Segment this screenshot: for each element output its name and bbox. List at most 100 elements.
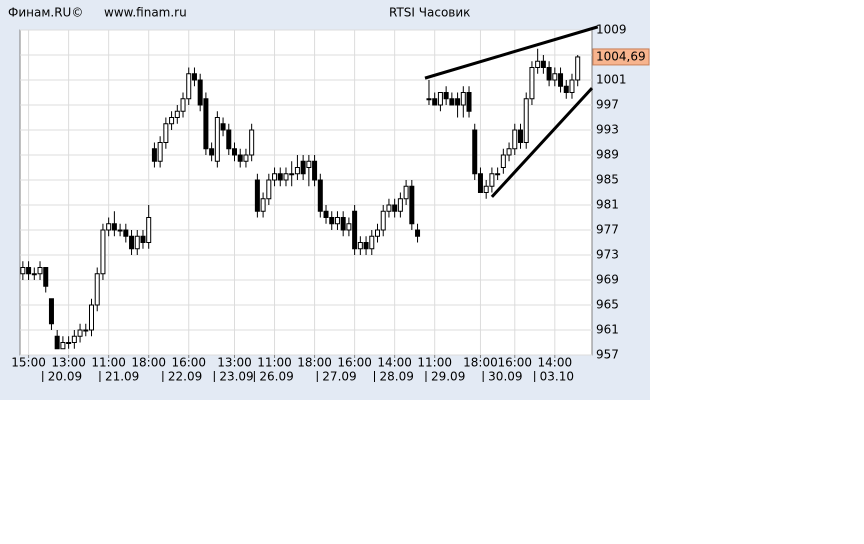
- date-label: 26.09: [259, 370, 293, 384]
- candle-body: [77, 329, 83, 337]
- candle-body: [277, 173, 283, 181]
- x-tick-label: 16:00: [171, 356, 206, 370]
- candle-body: [151, 148, 157, 162]
- y-tick-label: 977: [596, 223, 619, 237]
- candle-body: [432, 98, 438, 106]
- candle-body: [409, 185, 415, 225]
- candle-body: [369, 235, 375, 250]
- candle-body: [386, 204, 392, 212]
- y-tick-label: 965: [596, 298, 619, 312]
- x-tick-label: 11:00: [91, 356, 126, 370]
- date-label: 22.09: [168, 370, 202, 384]
- candle-body: [558, 73, 564, 87]
- candle-body: [323, 210, 329, 218]
- candle-body: [249, 129, 255, 156]
- candle-body: [552, 73, 558, 81]
- candle-body: [563, 85, 569, 93]
- candle-body: [403, 185, 409, 200]
- y-tick-label: 997: [596, 98, 619, 112]
- candle-body: [117, 229, 123, 232]
- candle-body: [231, 148, 238, 156]
- candle-body: [20, 267, 26, 275]
- candle-body: [512, 129, 518, 150]
- x-tick-label: 18:00: [297, 356, 332, 370]
- y-tick-label: 957: [596, 348, 619, 362]
- y-tick-label: 1009: [596, 23, 627, 37]
- candle-body: [397, 198, 403, 212]
- candle-body: [123, 229, 129, 237]
- candle-body: [477, 173, 483, 193]
- date-label: 23.09: [219, 370, 253, 384]
- trend-line: [424, 25, 599, 80]
- candle-body: [455, 98, 461, 106]
- candle-body: [169, 117, 175, 125]
- candle-body: [243, 154, 249, 162]
- candle-body: [266, 179, 272, 200]
- plot-area: [19, 29, 593, 356]
- candle-body: [312, 160, 318, 181]
- candle-body: [83, 329, 89, 332]
- candle-body: [226, 129, 232, 150]
- candle-body: [575, 56, 581, 81]
- candle-body: [317, 179, 323, 212]
- candle-body: [529, 67, 535, 100]
- candle-body: [157, 142, 163, 162]
- date-label: 28.09: [380, 370, 414, 384]
- date-label: 30.09: [488, 370, 522, 384]
- date-label: 27.09: [322, 370, 356, 384]
- site: www.finam.ru: [104, 6, 187, 20]
- candle-body: [283, 173, 289, 181]
- candle-body: [203, 98, 209, 150]
- candle-body: [88, 304, 95, 331]
- candle-body: [334, 217, 340, 225]
- x-tick-label: 14:00: [538, 356, 573, 370]
- candle-body: [546, 67, 552, 81]
- candle-body: [66, 342, 72, 344]
- candle-body: [100, 229, 106, 275]
- candle-body: [506, 148, 512, 156]
- candle-body: [495, 173, 501, 176]
- candle-body: [489, 173, 495, 187]
- candle-body: [191, 73, 197, 81]
- candle-body: [426, 98, 432, 101]
- candle-body: [569, 79, 575, 93]
- y-tick-label: 973: [596, 248, 619, 262]
- candle-body: [180, 98, 186, 112]
- candle-body: [483, 185, 489, 193]
- chart-title: RTSI Часовик: [389, 6, 470, 20]
- date-label: 21.09: [105, 370, 139, 384]
- candle-body: [254, 179, 260, 212]
- candle-body: [443, 92, 449, 100]
- y-tick-label: 989: [596, 148, 619, 162]
- candle-body: [460, 92, 466, 106]
- date-label: 03.10: [540, 370, 574, 384]
- x-tick-label: 13:00: [217, 356, 252, 370]
- candle-body: [363, 242, 369, 250]
- candle-body: [60, 342, 66, 350]
- candle-body: [437, 92, 443, 106]
- candle-body: [174, 110, 180, 118]
- candle-body: [392, 204, 398, 212]
- candle-body: [220, 123, 226, 131]
- x-tick-label: 16:00: [337, 356, 372, 370]
- last-price-label: 1004,69: [596, 49, 646, 63]
- x-tick-label: 18:00: [131, 356, 166, 370]
- candle-body: [535, 60, 541, 68]
- x-tick-label: 16:00: [497, 356, 532, 370]
- x-tick-label: 11:00: [417, 356, 452, 370]
- candle-body: [449, 98, 455, 106]
- candle-body: [272, 173, 278, 181]
- candle-body: [329, 217, 335, 225]
- candle-body: [94, 273, 100, 306]
- trend-line: [490, 87, 594, 198]
- candle-body: [48, 298, 54, 325]
- candle-body: [140, 235, 146, 243]
- candle-body: [289, 173, 295, 176]
- y-tick-label: 969: [596, 273, 619, 287]
- candle-body: [523, 98, 529, 143]
- candle-body: [43, 267, 49, 287]
- candle-body: [237, 154, 243, 162]
- date-label: 29.09: [431, 370, 465, 384]
- brand: Финам.RU©: [8, 6, 83, 20]
